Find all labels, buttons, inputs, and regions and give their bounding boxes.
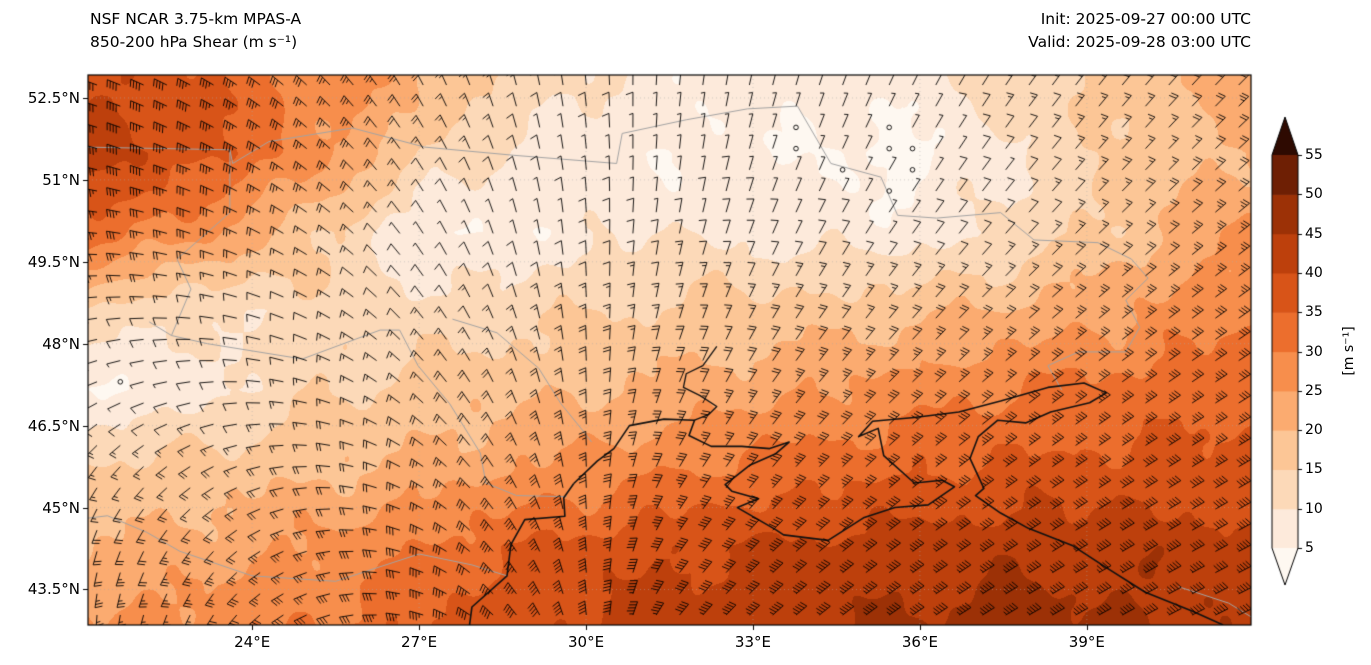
lon-tick-label: 39°E [1068, 633, 1105, 651]
colorbar-tick-label: 5 [1305, 540, 1314, 556]
lon-tick-label: 24°E [234, 633, 271, 651]
colorbar-tick-label: 25 [1305, 382, 1323, 399]
lon-tick-label: 36°E [901, 633, 938, 651]
lat-tick-label: 43.5°N [27, 580, 80, 599]
lat-tick-label: 48°N [42, 334, 80, 353]
field-title: 850-200 hPa Shear (m s⁻¹) [90, 33, 298, 51]
colorbar-tick-label: 30 [1305, 343, 1323, 360]
colorbar-tick-label: 15 [1305, 461, 1323, 478]
lat-tick-label: 51°N [42, 170, 80, 189]
lat-tick-label: 52.5°N [27, 88, 80, 107]
lat-tick-label: 49.5°N [27, 252, 80, 271]
lon-tick-label: 27°E [401, 633, 438, 651]
colorbar-tick-label: 40 [1305, 264, 1323, 281]
valid-time-label: Valid: 2025-09-28 03:00 UTC [1028, 33, 1251, 51]
colorbar-unit-label: [m s⁻¹] [1341, 326, 1357, 376]
colorbar-tick-label: 20 [1305, 422, 1323, 439]
lon-tick-label: 33°E [734, 633, 772, 651]
lat-tick-label: 46.5°N [27, 416, 80, 435]
init-time-label: Init: 2025-09-27 00:00 UTC [1040, 10, 1251, 28]
colorbar-tick-label: 50 [1305, 186, 1323, 203]
colorbar-tick-label: 55 [1305, 147, 1323, 163]
colorbar-tick-label: 35 [1305, 304, 1323, 321]
lat-tick-label: 45°N [42, 498, 80, 517]
colorbar-tick-label: 10 [1305, 500, 1323, 517]
lon-tick-label: 30°E [567, 633, 605, 651]
title-block-right: Init: 2025-09-27 00:00 UTC Valid: 2025-0… [1028, 8, 1251, 54]
model-title: NSF NCAR 3.75-km MPAS-A [90, 10, 302, 28]
title-block-left: NSF NCAR 3.75-km MPAS-A 850-200 hPa Shea… [90, 8, 301, 54]
colorbar-tick-label: 45 [1305, 225, 1323, 242]
